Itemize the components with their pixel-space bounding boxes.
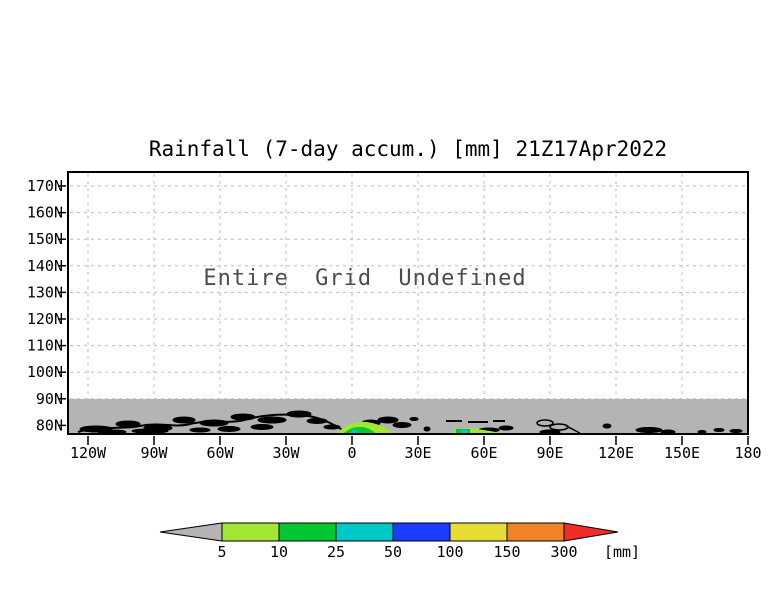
x-tick-label: 90E (536, 444, 563, 462)
y-tick-label: 170N (27, 177, 63, 195)
x-tick-label: 90W (140, 444, 168, 462)
rain-patch-60e-cyan (461, 430, 467, 433)
graticule-gridlines (70, 174, 746, 432)
colorbar-under-arrow (159, 522, 223, 542)
x-tick-label: 120E (598, 444, 634, 462)
colorbar-level-label: 300 (550, 543, 577, 561)
rain-patch-greenwich-core (344, 426, 375, 433)
colorbar-unit-label: [mm] (604, 543, 640, 561)
colorbar-segment (392, 522, 451, 542)
colorbar-segment (221, 522, 280, 542)
x-tick-label: 120W (70, 444, 107, 462)
colorbar: 5 10 25 50 100 150 300 [mm] (159, 522, 640, 561)
rainfall-patches (337, 421, 501, 433)
colorbar-segment (335, 522, 394, 542)
plot-title: Rainfall (7-day accum.) [mm] 21Z17Apr202… (148, 137, 668, 161)
colorbar-over-arrow (563, 522, 619, 542)
y-tick-label: 130N (27, 283, 63, 301)
colorbar-segment (278, 522, 337, 542)
colorbar-level-label: 5 (217, 543, 226, 561)
x-tick-label: 30W (272, 444, 300, 462)
colorbar-level-label: 10 (270, 543, 288, 561)
axis-tick-labels: 170N 160N 150N 140N 130N 120N 110N 100N 90N 80N 12… (27, 177, 762, 462)
undefined-grid-annotation: Entire Grid Undefined (203, 266, 527, 291)
colorbar-level-label: 25 (327, 543, 345, 561)
x-tick-label: 30E (404, 444, 431, 462)
colorbar-segment (449, 522, 508, 542)
x-tick-label: 60W (206, 444, 234, 462)
y-tick-label: 110N (27, 337, 63, 355)
axis-ticks (58, 185, 749, 445)
y-tick-label: 150N (27, 230, 63, 248)
colorbar-level-label: 150 (493, 543, 520, 561)
rain-patch-greenwich-cyan (352, 430, 357, 433)
y-tick-label: 140N (27, 257, 63, 275)
y-tick-label: 90N (36, 390, 63, 408)
y-tick-label: 120N (27, 310, 63, 328)
colorbar-segment (506, 522, 565, 542)
y-tick-label: 100N (27, 363, 63, 381)
y-tick-label: 160N (27, 204, 63, 222)
x-tick-label: 0 (347, 444, 356, 462)
plot-frame (67, 171, 749, 435)
colorbar-level-label: 100 (436, 543, 463, 561)
x-tick-label: 60E (470, 444, 497, 462)
x-tick-label: 150E (664, 444, 700, 462)
x-tick-label: 180 (734, 444, 761, 462)
y-tick-label: 80N (36, 416, 63, 434)
colorbar-level-label: 50 (384, 543, 402, 561)
